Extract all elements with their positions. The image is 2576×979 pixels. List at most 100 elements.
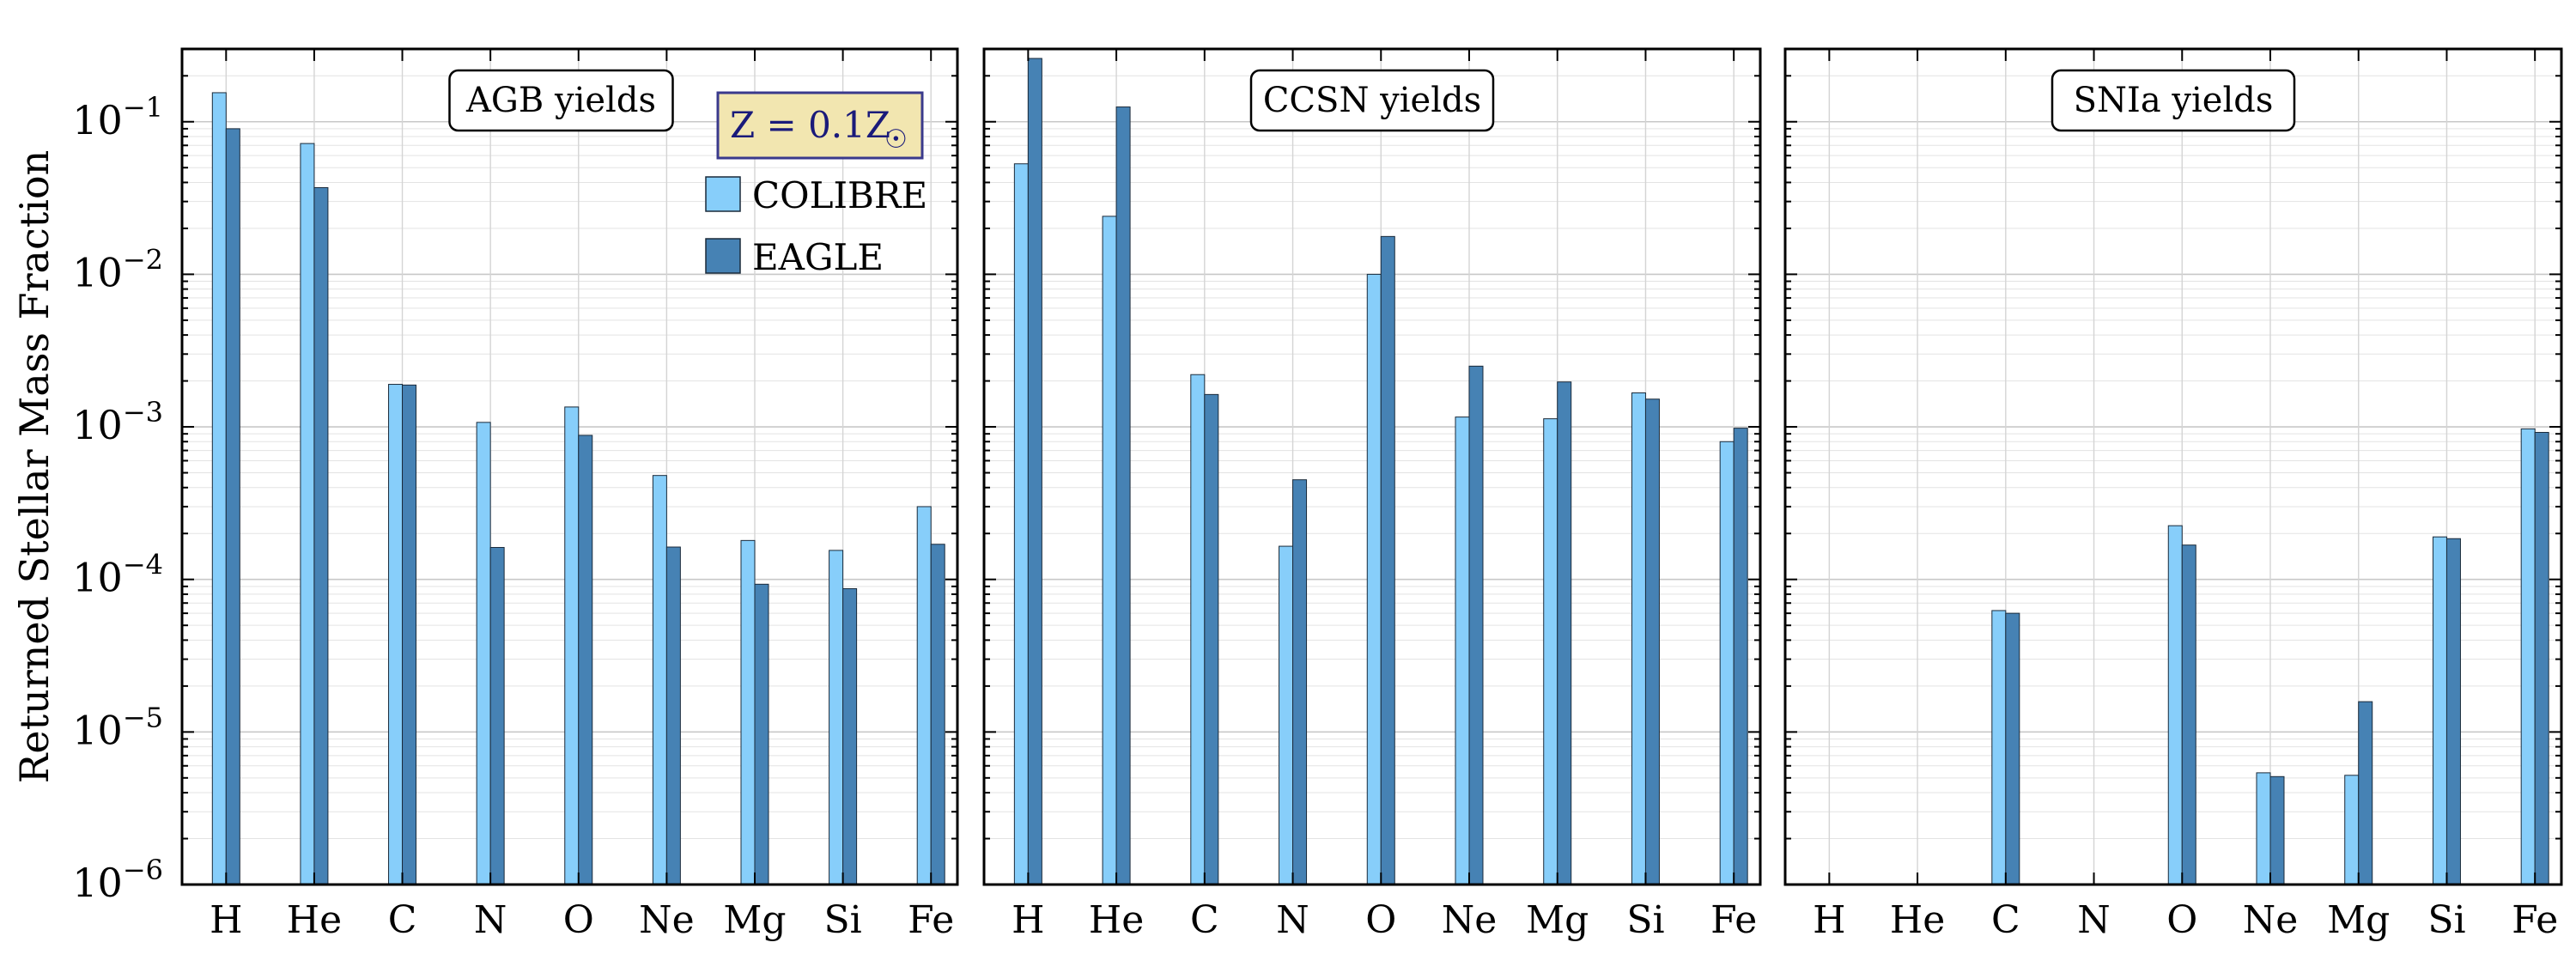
panel-title: AGB yields xyxy=(448,69,674,132)
bar-eagle-ne xyxy=(1468,365,1484,885)
metallicity-label: Z = 0.1Z xyxy=(730,104,890,146)
panel-title-box xyxy=(2050,69,2296,132)
bar-eagle-ne xyxy=(2269,775,2285,885)
bar-eagle-si xyxy=(842,587,858,885)
panel-title-text: CCSN yields xyxy=(1263,81,1481,120)
bar-eagle-h xyxy=(225,128,240,885)
bar-eagle-fe xyxy=(1733,428,1748,885)
x-tick-label: He xyxy=(287,898,342,942)
x-tick-label: N xyxy=(1276,898,1309,942)
panel-frame xyxy=(180,47,959,886)
bar-colibre-fe xyxy=(1719,441,1735,885)
y-tick-label: 10−4 xyxy=(72,549,163,601)
panel-title-box xyxy=(448,69,674,132)
x-tick-label: Mg xyxy=(2327,898,2390,942)
bar-colibre-ne xyxy=(1455,417,1470,885)
x-tick-label: Si xyxy=(823,898,861,942)
bar-eagle-o xyxy=(2181,544,2196,885)
legend-swatch-eagle xyxy=(705,238,741,274)
bar-eagle-mg xyxy=(754,583,769,885)
bar-colibre-si xyxy=(1631,392,1646,885)
panel-2: H He C N O Ne Mg Si Fe CCSN yields xyxy=(982,47,1762,942)
x-tick-label: H xyxy=(210,898,242,942)
bar-colibre-o xyxy=(2167,525,2183,885)
bar-colibre-fe xyxy=(916,506,932,885)
y-tick-label: 10−5 xyxy=(72,701,163,753)
x-tick-label: C xyxy=(1190,898,1219,942)
panel-3: H He C N O Ne Mg Si Fe SNIa yields xyxy=(1783,47,2563,942)
panel-title-text: SNIa yields xyxy=(2074,81,2274,120)
x-tick-label: Fe xyxy=(2512,898,2558,942)
legend-swatch-colibre xyxy=(705,176,741,212)
bar-eagle-fe xyxy=(2534,431,2549,885)
bar-eagle-c xyxy=(402,384,417,885)
x-tick-label: Fe xyxy=(908,898,954,942)
bar-eagle-he xyxy=(313,186,329,885)
legend: Z = 0.1Z☉ COLIBRE EAGLE xyxy=(705,91,927,278)
x-tick-label: N xyxy=(474,898,507,942)
bar-eagle-mg xyxy=(2358,701,2373,885)
bar-colibre-si xyxy=(829,550,844,885)
panel-title: SNIa yields xyxy=(2050,69,2296,132)
x-tick-label: He xyxy=(1890,898,1945,942)
x-tick-label: O xyxy=(2166,898,2197,942)
x-tick-label: Fe xyxy=(1710,898,1757,942)
x-tick-label: Ne xyxy=(2243,898,2299,942)
panel-title-box xyxy=(1249,69,1495,132)
x-tick-label: Ne xyxy=(1442,898,1498,942)
x-tick-label: O xyxy=(563,898,594,942)
x-tick-label: O xyxy=(1365,898,1396,942)
sun-symbol-icon: ☉ xyxy=(884,125,908,155)
metallicity-box xyxy=(716,91,924,160)
x-tick-label: Mg xyxy=(723,898,786,942)
x-tick-label: Si xyxy=(2427,898,2465,942)
x-tick-label: C xyxy=(1991,898,2020,942)
bar-colibre-c xyxy=(1991,610,2007,885)
x-tick-label: H xyxy=(1813,898,1845,942)
bar-colibre-h xyxy=(1013,163,1029,885)
x-tick-label: He xyxy=(1089,898,1144,942)
bar-eagle-h xyxy=(1027,58,1042,885)
bar-eagle-mg xyxy=(1557,381,1572,885)
bar-colibre-o xyxy=(564,406,580,885)
bar-colibre-mg xyxy=(740,539,756,885)
bar-colibre-mg xyxy=(2344,775,2360,885)
y-axis-label: Returned Stellar Mass Fraction xyxy=(11,150,58,784)
bar-eagle-o xyxy=(578,435,593,885)
y-tick-label: 10−1 xyxy=(72,91,163,143)
panel-frame xyxy=(1783,47,2563,886)
bar-colibre-n xyxy=(476,422,491,885)
bar-colibre-o xyxy=(1366,273,1382,885)
panel-title-text: AGB yields xyxy=(465,81,656,120)
bar-colibre-n xyxy=(1279,545,1294,885)
bar-eagle-o xyxy=(1380,235,1395,885)
bar-eagle-c xyxy=(1204,393,1219,885)
panel-frame xyxy=(982,47,1762,886)
x-tick-label: C xyxy=(388,898,417,942)
bar-eagle-c xyxy=(2005,612,2020,885)
y-tick-label: 10−2 xyxy=(72,243,163,295)
panel-title: CCSN yields xyxy=(1249,69,1495,132)
bar-eagle-he xyxy=(1115,106,1131,885)
y-tick-label: 10−6 xyxy=(72,854,163,906)
bar-colibre-he xyxy=(300,143,315,885)
x-tick-label: Ne xyxy=(639,898,695,942)
bar-colibre-c xyxy=(1190,374,1206,885)
x-tick-label: H xyxy=(1012,898,1044,942)
panel-1: H He C N O Ne Mg Si Fe AGB yields xyxy=(180,47,959,942)
bar-colibre-he xyxy=(1102,216,1117,885)
bar-colibre-mg xyxy=(1543,418,1558,885)
bar-eagle-n xyxy=(1292,479,1308,885)
bar-eagle-n xyxy=(489,546,505,885)
bar-colibre-fe xyxy=(2520,428,2536,885)
y-tick-label: 10−3 xyxy=(72,396,163,448)
x-tick-label: Si xyxy=(1626,898,1664,942)
bar-eagle-ne xyxy=(665,546,681,885)
bar-colibre-ne xyxy=(652,475,667,885)
bar-colibre-si xyxy=(2432,536,2447,885)
x-tick-label: N xyxy=(2077,898,2111,942)
bar-eagle-fe xyxy=(930,544,945,885)
legend-label-eagle: EAGLE xyxy=(752,236,884,278)
